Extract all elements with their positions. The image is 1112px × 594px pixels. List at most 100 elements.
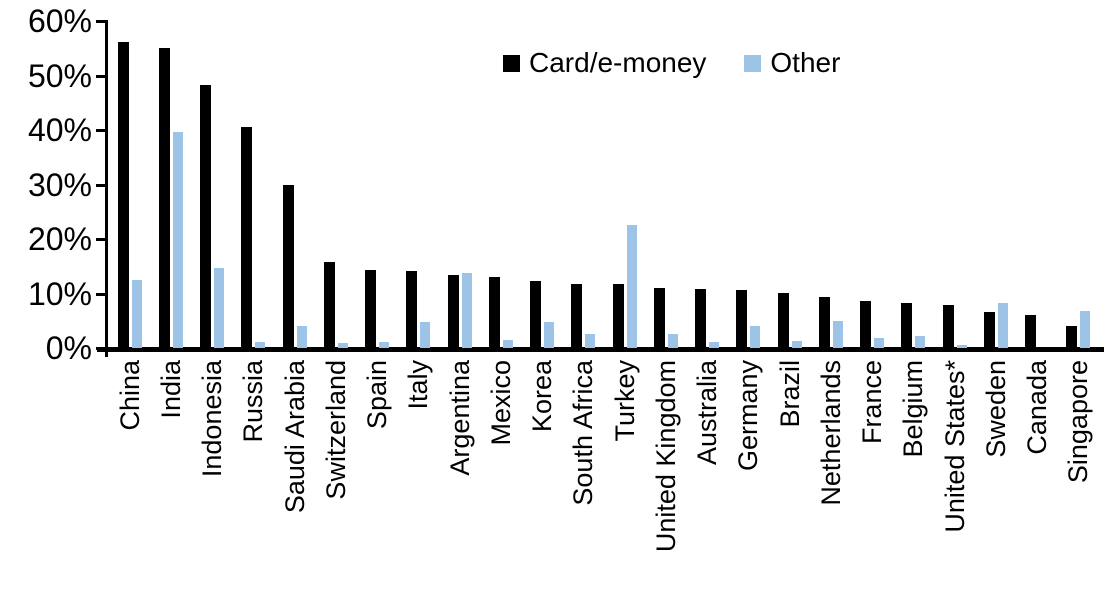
bar-group-singapore (1058, 21, 1099, 348)
bar-card-emoney-saudi-arabia (282, 185, 294, 348)
bar-other-sweden (997, 303, 1008, 348)
bar-card-emoney-india (158, 48, 170, 348)
bar-card-emoney-switzerland (323, 262, 335, 348)
x-axis-label-russia: Russia (238, 360, 269, 443)
bar-other-spain (379, 342, 390, 348)
legend-label-other: Other (770, 47, 841, 78)
legend-label-card-emoney: Card/e-money (529, 47, 707, 78)
x-axis-label-italy: Italy (403, 360, 434, 410)
bar-card-emoney-russia (241, 127, 253, 348)
bar-card-emoney-argentina (447, 275, 459, 348)
bar-other-indonesia (214, 268, 225, 348)
x-axis-label-korea: Korea (527, 360, 558, 433)
bar-card-emoney-france (860, 300, 872, 348)
bar-other-korea (544, 321, 555, 348)
bar-card-emoney-belgium (901, 303, 913, 348)
bar-group-germany (728, 21, 769, 348)
y-axis-tick (96, 238, 106, 241)
bar-card-emoney-australia (695, 289, 707, 348)
bar-group-china (109, 21, 150, 348)
bar-group-france (852, 21, 893, 348)
x-axis-label-mexico: Mexico (485, 360, 516, 446)
x-axis-label-singapore: Singapore (1063, 360, 1094, 484)
bar-card-emoney-indonesia (200, 84, 212, 348)
y-axis-tick (96, 183, 106, 187)
bar-other-united-kingdom (667, 334, 678, 348)
legend-item-card-emoney: Card/e-money (503, 49, 706, 77)
bar-card-emoney-canada (1025, 314, 1037, 348)
bar-other-south-africa (585, 334, 596, 348)
bar-other-china (131, 280, 142, 348)
plot-area (109, 21, 1099, 348)
x-axis-label-canada: Canada (1022, 360, 1053, 455)
bar-group-australia (687, 21, 728, 348)
bar-other-argentina (461, 272, 472, 348)
bar-card-emoney-italy (406, 270, 418, 348)
bar-card-emoney-sweden (983, 311, 995, 348)
bar-other-belgium (915, 336, 926, 348)
y-axis-line (105, 20, 108, 357)
bar-other-italy (420, 322, 431, 348)
bar-card-emoney-korea (530, 281, 542, 348)
x-axis-label-indonesia: Indonesia (197, 360, 228, 478)
x-axis-label-united-kingdom: United Kingdom (650, 360, 681, 553)
x-axis-label-spain: Spain (362, 360, 393, 430)
y-axis-tick-label: 40% (27, 112, 92, 148)
bar-group-italy (398, 21, 439, 348)
bar-group-brazil (769, 21, 810, 348)
bar-card-emoney-united-states (942, 304, 954, 348)
bar-other-brazil (791, 340, 802, 348)
bar-card-emoney-germany (736, 289, 748, 348)
bar-group-korea (522, 21, 563, 348)
y-axis-tick-label: 0% (45, 330, 92, 366)
bar-card-emoney-china (117, 41, 129, 348)
x-axis-label-saudi-arabia: Saudi Arabia (279, 360, 310, 514)
x-axis-label-australia: Australia (692, 360, 723, 466)
y-axis-tick (96, 347, 106, 350)
bar-other-saudi-arabia (296, 326, 307, 348)
bar-group-canada (1017, 21, 1058, 348)
bar-other-singapore (1080, 310, 1091, 348)
bar-group-argentina (439, 21, 480, 348)
bar-other-russia (255, 341, 266, 348)
bar-group-united-kingdom (645, 21, 686, 348)
x-axis-label-france: France (857, 360, 888, 445)
bar-group-spain (357, 21, 398, 348)
bar-group-united-states (934, 21, 975, 348)
bar-group-sweden (975, 21, 1016, 348)
y-axis-tick-label: 50% (27, 57, 92, 94)
bar-group-south-africa (563, 21, 604, 348)
bar-other-australia (709, 341, 720, 348)
legend-item-other: Other (744, 49, 840, 77)
bar-group-saudi-arabia (274, 21, 315, 348)
bar-other-netherlands (832, 320, 843, 348)
bar-other-turkey (626, 224, 637, 348)
x-axis-label-switzerland: Switzerland (320, 360, 351, 500)
bar-group-switzerland (315, 21, 356, 348)
x-axis-label-south-africa: South Africa (568, 360, 599, 506)
bar-other-united-states (956, 345, 967, 348)
y-axis-tick-label: 20% (27, 221, 92, 257)
x-axis-label-india: India (155, 360, 186, 419)
bar-group-russia (233, 21, 274, 348)
x-axis-label-brazil: Brazil (774, 360, 805, 428)
bar-card-emoney-netherlands (818, 296, 830, 348)
y-axis-tick (96, 20, 106, 23)
bar-other-germany (750, 326, 761, 348)
bar-group-indonesia (192, 21, 233, 348)
bar-other-switzerland (337, 343, 348, 348)
bar-card-emoney-united-kingdom (653, 287, 665, 348)
y-axis-tick (96, 292, 106, 296)
legend-swatch-card-emoney-icon (503, 54, 520, 72)
y-axis-tick (96, 129, 106, 132)
bar-card-emoney-brazil (777, 293, 789, 348)
bar-group-mexico (480, 21, 521, 348)
bar-other-india (172, 131, 183, 348)
x-axis-label-belgium: Belgium (898, 360, 929, 458)
x-axis-label-germany: Germany (733, 360, 764, 472)
bar-card-emoney-south-africa (571, 283, 583, 348)
bar-other-mexico (502, 339, 513, 348)
legend-swatch-other-icon (744, 54, 762, 72)
x-axis-label-turkey: Turkey (609, 360, 640, 442)
